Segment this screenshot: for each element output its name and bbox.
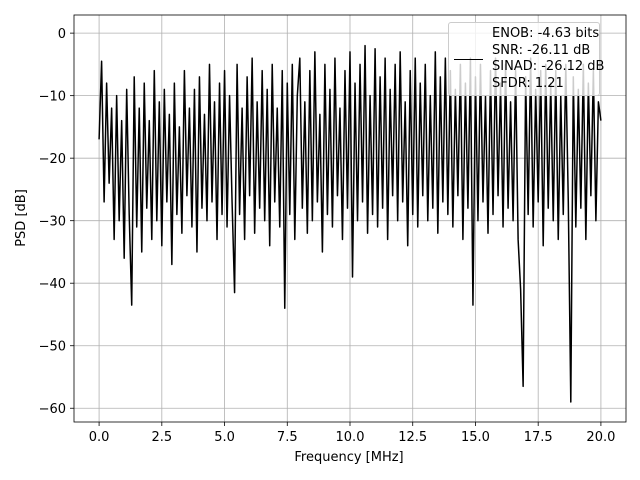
- y-tick-label: −40: [39, 277, 66, 292]
- legend: ENOB: -4.63 bits SNR: -26.11 dB SINAD: -…: [448, 22, 604, 96]
- y-tick-label: −30: [39, 215, 66, 230]
- y-tick-label: −60: [39, 402, 66, 417]
- x-tick-label: 12.5: [398, 430, 427, 445]
- y-tick-label: −20: [39, 152, 66, 167]
- x-tick-label: 17.5: [524, 430, 553, 445]
- x-tick-label: 10.0: [336, 430, 365, 445]
- y-axis-label: PSD [dB]: [14, 189, 29, 247]
- plot-frame: [73, 14, 627, 423]
- x-axis-label: Frequency [MHz]: [294, 450, 403, 465]
- x-tick-label: 5.0: [214, 430, 235, 445]
- x-tick-label: 7.5: [277, 430, 298, 445]
- y-tick-label: 0: [58, 27, 66, 42]
- x-tick-label: 0.0: [89, 430, 110, 445]
- x-tick-label: 2.5: [151, 430, 172, 445]
- y-tick-label: −10: [39, 90, 66, 105]
- legend-label: ENOB: -4.63 bits SNR: -26.11 dB SINAD: -…: [492, 26, 605, 91]
- series-line: [98, 44, 602, 403]
- y-tick-label: −50: [39, 340, 66, 355]
- x-tick-label: 15.0: [461, 430, 490, 445]
- legend-swatch: [454, 59, 483, 60]
- x-tick-label: 20.0: [586, 430, 615, 445]
